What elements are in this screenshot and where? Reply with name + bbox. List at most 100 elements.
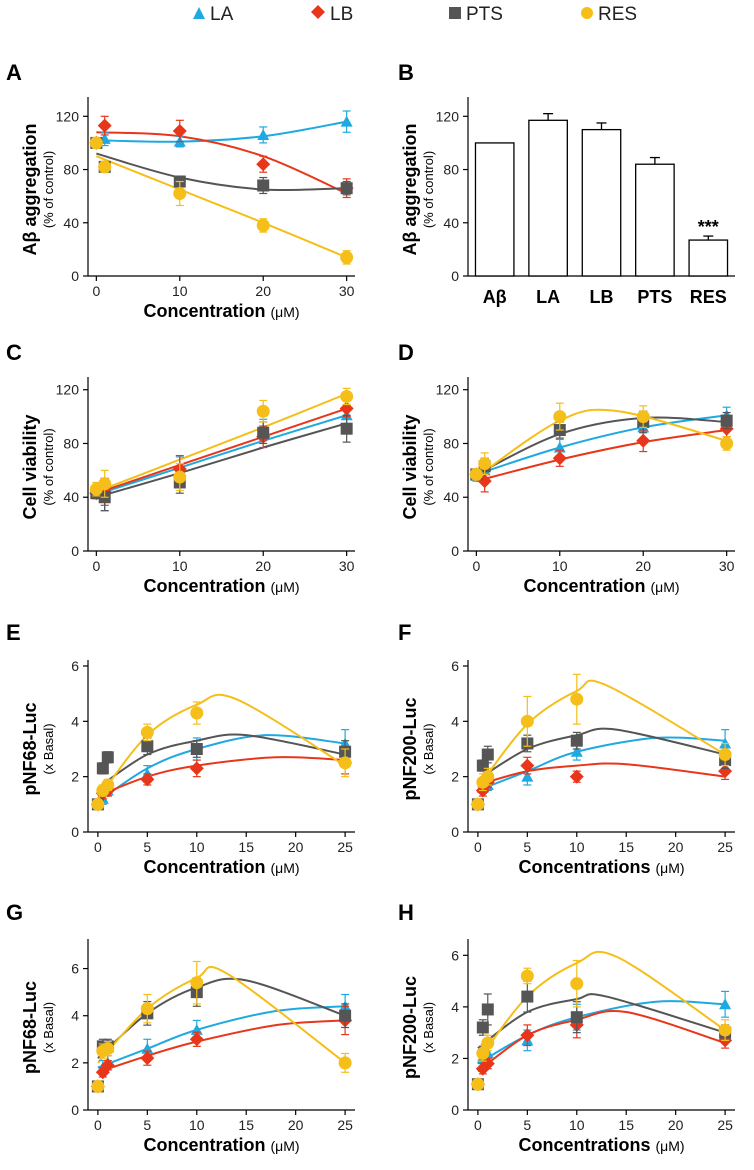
x-axis-unit: (μM) — [655, 860, 684, 876]
x-axis-label-text: Concentration — [143, 1135, 270, 1155]
marker-diamond — [140, 1051, 155, 1066]
x-tick-label: 10 — [189, 839, 205, 855]
marker-circle — [481, 1036, 495, 1050]
y-tick-label: 40 — [63, 215, 79, 231]
fit-curve-res — [477, 950, 726, 1062]
x-tick-label: 20 — [288, 1117, 304, 1133]
marker-square — [340, 182, 353, 195]
marker-circle — [520, 969, 534, 983]
x-axis-label: Concentration (μM) — [143, 301, 299, 321]
x-axis-label: Concentration (μM) — [143, 576, 299, 596]
fit-curve-lb — [476, 429, 727, 483]
y-axis-label: pNF68-Luc — [20, 702, 40, 795]
x-axis-unit: (μM) — [655, 1138, 684, 1154]
bar — [474, 142, 515, 277]
marker-triangle — [340, 115, 353, 127]
marker-triangle — [257, 128, 270, 140]
marker-circle — [98, 477, 112, 491]
x-category-label: PTS — [637, 287, 672, 307]
fit-curve-res — [477, 679, 726, 789]
marker-triangle — [719, 998, 732, 1010]
x-tick-label: 25 — [337, 839, 353, 855]
series-res — [91, 701, 352, 811]
series-pts — [91, 737, 352, 811]
marker-square — [481, 1003, 494, 1016]
y-axis-sublabel: (% of control) — [421, 428, 436, 505]
x-axis-label-text: Concentration — [523, 576, 650, 596]
y-tick-label: 0 — [451, 543, 459, 559]
marker-circle — [140, 1002, 154, 1016]
y-tick-label: 2 — [71, 769, 79, 785]
panel-h: H 0 2 4 6 pNF200-Luc (x Basal) 0 5 10 15 20 25 Concen… — [398, 900, 735, 1155]
y-tick-label: 40 — [63, 489, 79, 505]
marker-circle — [570, 692, 584, 706]
marker-diamond — [189, 1032, 204, 1047]
marker-circle — [173, 470, 187, 484]
fit-curve-res — [95, 392, 348, 493]
x-axis-label-text: Concentration — [143, 301, 270, 321]
x-axis-unit: (μM) — [270, 304, 299, 320]
marker-circle — [101, 1042, 115, 1056]
marker-square — [521, 990, 534, 1003]
fit-curve-la — [97, 1005, 346, 1069]
marker-diamond — [636, 433, 651, 448]
x-axis-unit: (μM) — [270, 579, 299, 595]
panel-b: B 0 40 80 120 Aβ aggregation (% of control) Aβ L… — [398, 60, 735, 307]
x-axis-label-text: Concentration — [143, 857, 270, 877]
series-res — [471, 673, 732, 811]
x-axis-label-text: Concentrations — [518, 857, 655, 877]
y-tick-label: 120 — [56, 382, 80, 398]
y-tick-label: 80 — [63, 162, 79, 178]
y-axis-label: Cell viability — [400, 414, 420, 519]
fit-curve-lb — [96, 407, 347, 495]
y-tick-label: 80 — [63, 435, 79, 451]
y-tick-label: 0 — [451, 824, 459, 840]
panel-letter: G — [6, 900, 23, 925]
x-tick-label: 15 — [618, 839, 634, 855]
x-tick-label: 20 — [668, 839, 684, 855]
x-tick-label: 20 — [288, 839, 304, 855]
panel-a: A 0 40 80 120 Aβ aggregation (% of control) 0 10… — [6, 60, 355, 321]
series-pts — [471, 980, 732, 1091]
y-tick-label: 0 — [451, 268, 459, 284]
fit-curve-la — [96, 120, 347, 143]
panel-letter: A — [6, 60, 22, 85]
marker-circle — [338, 1056, 352, 1070]
x-tick-label: 10 — [569, 839, 585, 855]
y-tick-label: 120 — [436, 108, 460, 124]
bar — [688, 239, 729, 277]
marker-circle — [256, 218, 270, 232]
marker-circle — [173, 186, 187, 200]
series-pts — [90, 414, 353, 512]
fit-curve-la — [97, 734, 346, 803]
marker-circle — [471, 797, 485, 811]
y-tick-label: 4 — [71, 1008, 79, 1024]
y-axis-sublabel: (x Basal) — [41, 723, 56, 774]
marker-square — [257, 426, 270, 439]
x-axis-label: Concentration (μM) — [143, 857, 299, 877]
series-res — [89, 136, 354, 265]
x-tick-label: 10 — [172, 558, 188, 574]
fit-curve-pts — [477, 727, 726, 781]
fit-curve-la — [476, 414, 727, 476]
y-tick-label: 0 — [71, 268, 79, 284]
x-tick-label: 15 — [238, 839, 254, 855]
y-axis-label: pNF68-Luc — [20, 981, 40, 1074]
fit-curve-lb — [96, 131, 348, 195]
x-tick-label: 5 — [143, 1117, 151, 1133]
marker-circle — [340, 250, 354, 264]
bar — [635, 163, 675, 277]
marker-circle — [469, 467, 483, 481]
circle-icon — [580, 4, 594, 26]
x-tick-label: 0 — [474, 839, 482, 855]
marker-square — [340, 422, 353, 435]
marker-diamond — [172, 123, 187, 138]
x-tick-label: 0 — [472, 558, 480, 574]
marker-circle — [718, 1023, 732, 1037]
series-pts — [470, 410, 733, 481]
fit-curve-pts — [96, 422, 347, 499]
fit-curve-res — [475, 408, 727, 478]
panel-c: C 0 40 80 120 Cell viability (% of control) 0 10… — [6, 340, 355, 596]
square-icon — [448, 4, 462, 26]
significance-label: *** — [698, 217, 719, 237]
